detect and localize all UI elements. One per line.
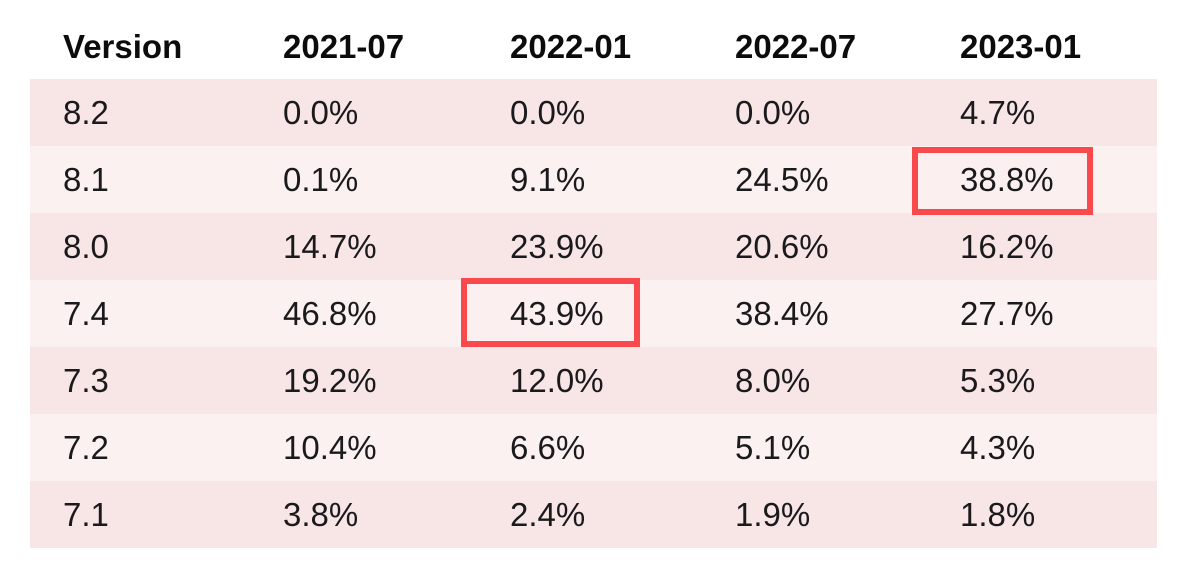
value-cell: 2.4% xyxy=(510,495,586,533)
value-cell: 0.0% xyxy=(283,93,359,131)
highlight-box-38.8-percent xyxy=(912,147,1093,215)
value-cell: 8.0% xyxy=(735,361,811,399)
value-cell: 24.5% xyxy=(735,160,829,198)
value-cell: 19.2% xyxy=(283,361,377,399)
version-cell: 7.4 xyxy=(63,294,109,332)
value-cell: 20.6% xyxy=(735,227,829,265)
value-cell: 46.8% xyxy=(283,294,377,332)
value-cell: 0.0% xyxy=(735,93,811,131)
column-header-2022-07: 2022-07 xyxy=(735,27,857,65)
table-header-row: Version 2021-07 2022-01 2022-07 2023-01 xyxy=(30,14,1157,79)
value-cell: 0.1% xyxy=(283,160,359,198)
value-cell: 5.1% xyxy=(735,428,811,466)
value-cell: 23.9% xyxy=(510,227,604,265)
value-cell-highlighted-43.9: 43.9% xyxy=(510,294,604,332)
value-cell: 1.9% xyxy=(735,495,811,533)
value-cell: 4.3% xyxy=(960,428,1036,466)
column-header-2021-07: 2021-07 xyxy=(283,27,405,65)
highlight-box-43.9-percent xyxy=(461,278,640,347)
table-row-7.2: 7.2 10.4% 6.6% 5.1% 4.3% xyxy=(30,414,1157,481)
value-cell: 4.7% xyxy=(960,93,1036,131)
value-cell: 16.2% xyxy=(960,227,1054,265)
value-cell-highlighted-38.8: 38.8% xyxy=(960,160,1054,198)
value-cell: 1.8% xyxy=(960,495,1036,533)
table-row-7.1: 7.1 3.8% 2.4% 1.9% 1.8% xyxy=(30,481,1157,548)
value-cell: 3.8% xyxy=(283,495,359,533)
version-cell: 8.1 xyxy=(63,160,109,198)
value-cell: 10.4% xyxy=(283,428,377,466)
column-header-2023-01: 2023-01 xyxy=(960,27,1082,65)
table-row-8.0: 8.0 14.7% 23.9% 20.6% 16.2% xyxy=(30,213,1157,280)
value-cell: 9.1% xyxy=(510,160,586,198)
value-cell: 0.0% xyxy=(510,93,586,131)
value-cell: 6.6% xyxy=(510,428,586,466)
value-cell: 12.0% xyxy=(510,361,604,399)
value-cell: 38.4% xyxy=(735,294,829,332)
value-cell: 14.7% xyxy=(283,227,377,265)
version-cell: 8.2 xyxy=(63,93,109,131)
table-row-8.2: 8.2 0.0% 0.0% 0.0% 4.7% xyxy=(30,79,1157,146)
version-cell: 8.0 xyxy=(63,227,109,265)
value-cell: 5.3% xyxy=(960,361,1036,399)
value-cell: 27.7% xyxy=(960,294,1054,332)
version-cell: 7.2 xyxy=(63,428,109,466)
column-header-version: Version xyxy=(63,27,183,65)
version-cell: 7.1 xyxy=(63,495,109,533)
table-row-7.3: 7.3 19.2% 12.0% 8.0% 5.3% xyxy=(30,347,1157,414)
column-header-2022-01: 2022-01 xyxy=(510,27,632,65)
version-cell: 7.3 xyxy=(63,361,109,399)
